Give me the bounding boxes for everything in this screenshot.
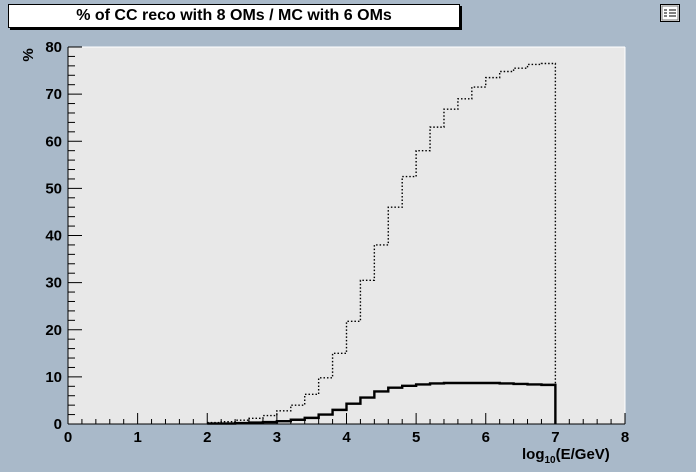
y-tick-label: 0 — [54, 416, 62, 433]
x-tick-label: 7 — [551, 429, 559, 446]
y-tick-label: 40 — [45, 228, 62, 245]
x-tick-label: 0 — [64, 429, 72, 446]
x-tick-label: 2 — [203, 429, 211, 446]
x-tick-label: 6 — [482, 429, 490, 446]
series-dotted-line — [207, 62, 557, 424]
y-tick-label: 50 — [45, 180, 62, 197]
x-tick-label: 8 — [621, 429, 629, 446]
chart-title: % of CC reco with 8 OMs / MC with 6 OMs — [8, 4, 460, 28]
x-tick-label: 5 — [412, 429, 420, 446]
y-tick-label: 60 — [45, 133, 62, 150]
y-tick-label: 80 — [45, 39, 62, 56]
y-tick-label: 20 — [45, 322, 62, 339]
y-axis-title: % — [20, 48, 37, 61]
legend-icon[interactable] — [660, 4, 680, 22]
y-tick-label: 30 — [45, 275, 62, 292]
x-axis-title: log10(E/GeV) — [522, 446, 610, 466]
x-tick-label: 4 — [342, 429, 351, 446]
series-solid-line — [207, 381, 557, 425]
x-tick-label: 1 — [133, 429, 141, 446]
y-tick-label: 70 — [45, 86, 62, 103]
plot-area — [68, 47, 625, 424]
x-tick-label: 3 — [273, 429, 281, 446]
y-tick-label: 10 — [45, 369, 62, 386]
